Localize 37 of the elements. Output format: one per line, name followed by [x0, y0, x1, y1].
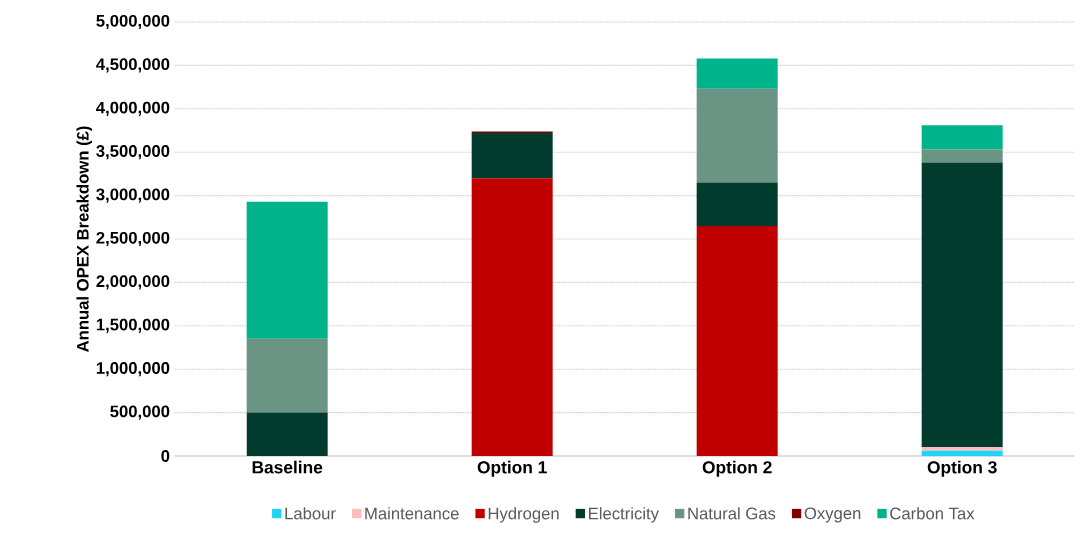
y-tick-label: 1,500,000: [96, 318, 170, 333]
bar: [696, 225, 778, 456]
y-tick-label: 3,000,000: [96, 188, 170, 203]
x-tick-label: Option 2: [702, 460, 772, 477]
y-tick-label: 4,000,000: [96, 101, 170, 116]
y-tick-label: 4,500,000: [96, 58, 170, 73]
bar: [921, 447, 1003, 451]
bar: [471, 178, 553, 456]
legend-label: Carbon Tax: [890, 507, 975, 520]
bar: [696, 88, 778, 183]
y-tick-label: 2,500,000: [96, 231, 170, 247]
bar: [246, 412, 328, 456]
legend-label: Electricity: [589, 507, 659, 523]
bar: [921, 149, 1003, 163]
legend-label: Labour: [285, 507, 336, 520]
bar: [921, 450, 1003, 456]
bar: [921, 162, 1003, 448]
x-tick-label: Baseline: [252, 460, 323, 474]
bar: [696, 58, 778, 89]
y-tick-label: 2,000,000: [96, 275, 170, 290]
legend-label: Maintenance: [365, 507, 459, 520]
bar: [246, 201, 328, 339]
x-tick-label: Option 3: [927, 460, 997, 477]
y-tick-label: 500,000: [110, 405, 170, 420]
y-tick-label: 0: [161, 450, 170, 462]
legend-label: Oxygen: [804, 507, 861, 523]
legend-label: Hydrogen: [488, 507, 559, 523]
bar: [246, 338, 328, 413]
bar: [471, 133, 553, 179]
x-tick-label: Option 1: [477, 460, 547, 477]
y-tick-label: 5,000,000: [96, 14, 170, 30]
bar: [921, 125, 1003, 150]
y-tick-label: 3,500,000: [96, 145, 170, 160]
bar: [696, 182, 778, 226]
y-tick-label: 1,000,000: [96, 362, 170, 377]
y-axis-title: Annual OPEX Breakdown (£): [76, 126, 92, 353]
legend-label: Natural Gas: [688, 507, 776, 520]
